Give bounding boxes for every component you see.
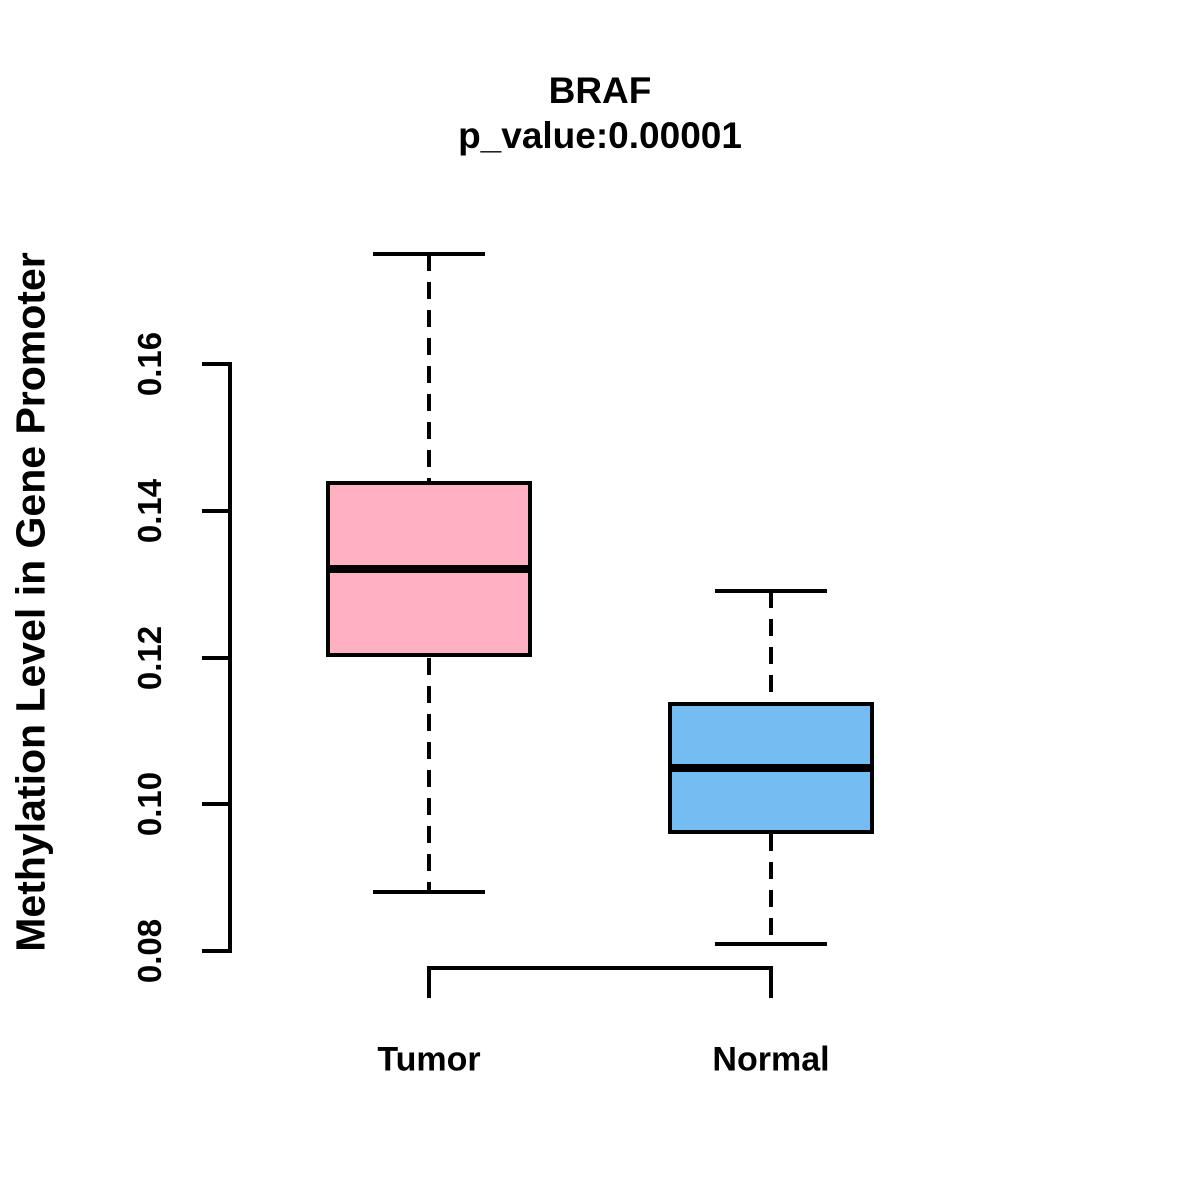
category-label-normal: Normal	[712, 1040, 830, 1079]
chart-title-block: BRAF p_value:0.00001	[230, 68, 970, 158]
x-axis-line	[427, 966, 773, 970]
y-axis-tick	[202, 508, 230, 513]
median-line	[668, 763, 874, 772]
upper-whisker-cap	[715, 589, 827, 594]
y-axis-line	[228, 362, 232, 953]
y-axis-tick	[202, 802, 230, 807]
median-line	[326, 565, 532, 574]
upper-whisker-cap	[373, 251, 485, 256]
lower-whisker-cap	[373, 890, 485, 895]
y-axis-tick	[202, 655, 230, 660]
upper-whisker-line	[427, 253, 431, 482]
lower-whisker-cap	[715, 941, 827, 946]
y-axis-tick	[202, 362, 230, 366]
lower-whisker-line	[769, 833, 773, 944]
y-tick-label: 0.14	[131, 478, 168, 543]
lower-whisker-line	[427, 657, 431, 893]
y-tick-label: 0.16	[131, 331, 168, 397]
category-label-tumor: Tumor	[377, 1040, 481, 1079]
x-axis-tick-right	[769, 966, 773, 998]
y-tick-label: 0.10	[131, 772, 168, 837]
x-axis-tick-left	[427, 966, 431, 998]
y-axis-title: Methylation Level in Gene Promoter	[7, 252, 54, 952]
chart-subtitle: p_value:0.00001	[458, 115, 742, 156]
upper-whisker-line	[769, 591, 773, 702]
y-tick-label: 0.12	[131, 625, 168, 690]
chart-title: BRAF	[548, 70, 652, 111]
y-axis-tick	[202, 949, 230, 953]
y-tick-label: 0.08	[131, 918, 168, 984]
